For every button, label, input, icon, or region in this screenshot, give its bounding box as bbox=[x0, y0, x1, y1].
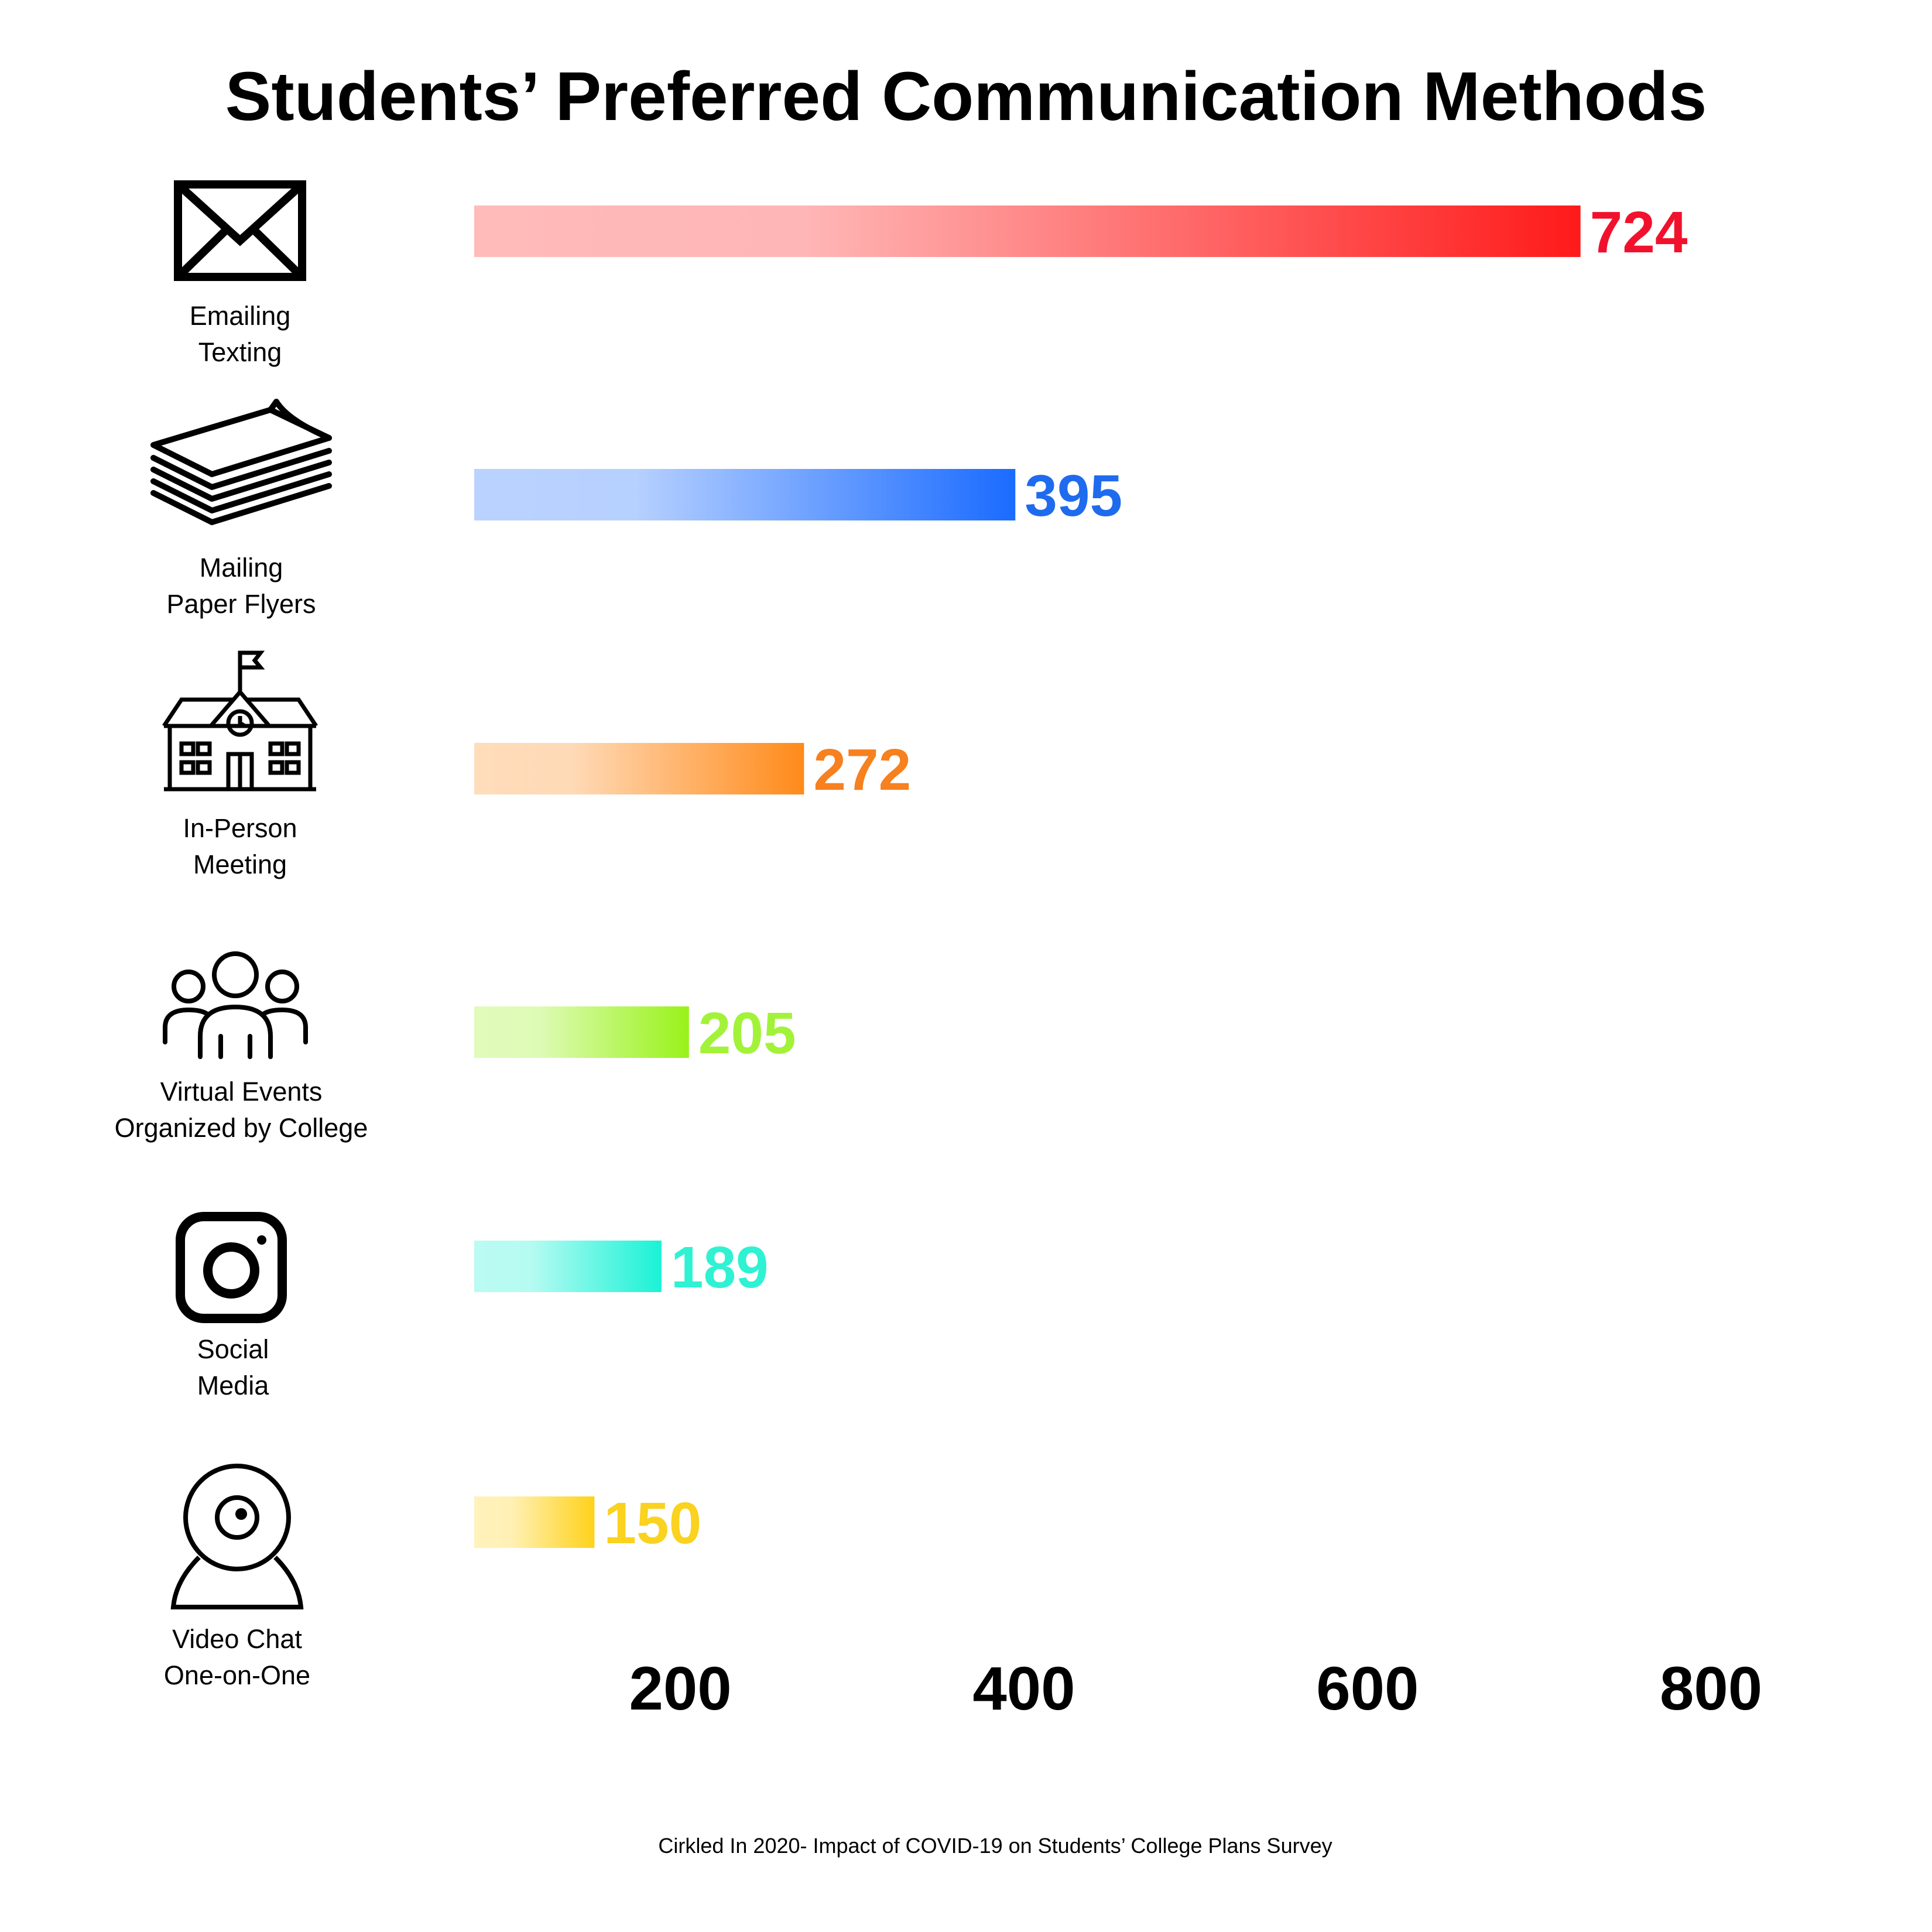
source-note: Cirkled In 2020- Impact of COVID-19 on S… bbox=[658, 1834, 1332, 1858]
value-label-1: 395 bbox=[1025, 463, 1122, 529]
value-label-2: 272 bbox=[813, 737, 911, 803]
x-tick-200: 200 bbox=[629, 1654, 732, 1723]
value-labels: 724 395 272 205 189 150 bbox=[604, 200, 1687, 1556]
category-label-5-line-0: Video Chat bbox=[172, 1624, 302, 1654]
bar-1 bbox=[474, 469, 1016, 520]
category-label-4-line-0: Social bbox=[197, 1334, 269, 1364]
category-label-2-line-1: Meeting bbox=[193, 849, 287, 879]
x-axis-ticks: 200 400 600 800 bbox=[629, 1654, 1763, 1723]
x-tick-800: 800 bbox=[1660, 1654, 1762, 1723]
value-label-0: 724 bbox=[1590, 200, 1688, 265]
bar-0 bbox=[474, 205, 1581, 257]
group-people-icon bbox=[163, 951, 308, 1059]
school-building-icon bbox=[162, 650, 318, 792]
instagram-icon bbox=[176, 1212, 287, 1323]
x-tick-600: 600 bbox=[1316, 1654, 1419, 1723]
chart-title: Students’ Preferred Communication Method… bbox=[225, 58, 1707, 135]
category-labels: Emailing Texting Mailing Paper Flyers In-Per… bbox=[115, 301, 368, 1690]
bar-4 bbox=[474, 1241, 662, 1292]
webcam-icon bbox=[170, 1464, 304, 1609]
value-label-4: 189 bbox=[671, 1235, 769, 1300]
category-label-3-line-1: Organized by College bbox=[115, 1113, 368, 1143]
category-label-2-line-0: In-Person bbox=[183, 813, 297, 843]
bar-5 bbox=[474, 1496, 595, 1548]
paper-stack-icon bbox=[150, 399, 332, 525]
category-label-0-line-0: Emailing bbox=[190, 301, 291, 331]
bar-2 bbox=[474, 743, 804, 794]
x-tick-400: 400 bbox=[972, 1654, 1075, 1723]
category-label-1-line-1: Paper Flyers bbox=[166, 589, 316, 619]
bar-3 bbox=[474, 1006, 689, 1058]
bars bbox=[474, 205, 1581, 1548]
category-label-0-line-1: Texting bbox=[198, 337, 282, 367]
envelope-icon bbox=[174, 180, 306, 281]
category-label-3-line-0: Virtual Events bbox=[160, 1077, 323, 1107]
category-label-4-line-1: Media bbox=[197, 1371, 270, 1400]
category-label-5-line-1: One-on-One bbox=[164, 1660, 310, 1690]
value-label-5: 150 bbox=[604, 1491, 701, 1556]
category-label-1-line-0: Mailing bbox=[200, 553, 283, 583]
value-label-3: 205 bbox=[698, 1001, 796, 1066]
